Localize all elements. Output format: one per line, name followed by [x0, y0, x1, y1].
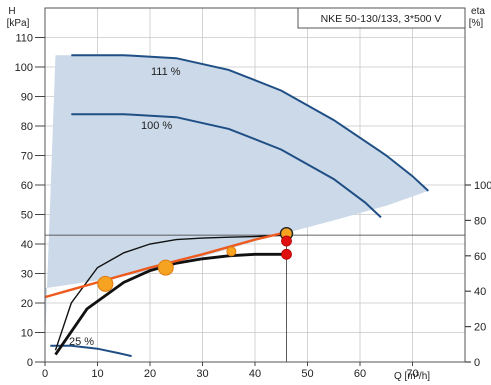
y-right-tick-label: 40	[474, 286, 486, 298]
y-left-tick-label: 60	[21, 180, 33, 192]
y-left-tick-label: 10	[21, 328, 33, 340]
y-left-tick-label: 20	[21, 298, 33, 310]
y-right-tick-label: 60	[474, 251, 486, 263]
x-tick-label: 60	[354, 368, 366, 380]
y-left-tick-label: 100	[15, 62, 33, 74]
y-right-label-line2: [%]	[469, 18, 484, 29]
x-tick-label: 50	[301, 368, 313, 380]
duty-point-marker	[281, 248, 292, 260]
pump-curve	[71, 113, 382, 219]
operating-range-fill	[45, 55, 429, 345]
axis-ticks: 0 10 20 30 40 50 60 70 0 10 20 30 40 50 60 70 80 90 100 110…	[15, 33, 491, 381]
y-right-tick-label: 0	[474, 357, 480, 369]
y-left-tick-label: 30	[21, 269, 33, 281]
chart-title: NKE 50-130/133, 3*500 V	[321, 13, 442, 25]
y-left-label-line1: H	[8, 6, 15, 17]
operating-marker	[157, 259, 174, 276]
y-left-tick-label: 50	[21, 210, 33, 222]
x-tick-label: 20	[144, 368, 156, 380]
markers	[97, 226, 294, 292]
x-tick-label: 10	[91, 368, 103, 380]
operating-marker	[97, 275, 114, 292]
y-left-tick-label: 40	[21, 239, 33, 251]
x-tick-label: 30	[196, 368, 208, 380]
series-label-100: 100 %	[141, 120, 172, 132]
operating-marker	[226, 246, 237, 257]
x-tick-label: 70	[406, 368, 418, 380]
pump-curve	[71, 54, 429, 192]
x-tick-label: 40	[249, 368, 261, 380]
series-label-25: 25 %	[69, 336, 94, 348]
pump-curve	[50, 344, 132, 358]
y-left-tick-label: 90	[21, 92, 33, 104]
y-right-label-line1: eta	[471, 6, 485, 17]
y-right-tick-label: 100	[474, 180, 491, 192]
system-curve	[44, 231, 287, 299]
y-right-tick-label: 20	[474, 322, 486, 334]
duty-point-marker	[281, 235, 292, 247]
y-left-label-line2: [kPa]	[7, 18, 30, 29]
y-right-tick-label: 80	[474, 215, 486, 227]
y-left-tick-label: 70	[21, 151, 33, 163]
efficiency-curve	[54, 252, 287, 356]
y-left-tick-label: 0	[27, 357, 33, 369]
x-tick-label: 0	[42, 368, 48, 380]
operating-range-area	[45, 55, 429, 345]
y-left-tick-label: 110	[15, 33, 33, 45]
x-axis-label: Q [m³/h]	[394, 371, 430, 382]
series-label-111: 111 %	[151, 66, 181, 78]
y-left-tick-label: 80	[21, 121, 33, 133]
title-box	[297, 7, 466, 29]
